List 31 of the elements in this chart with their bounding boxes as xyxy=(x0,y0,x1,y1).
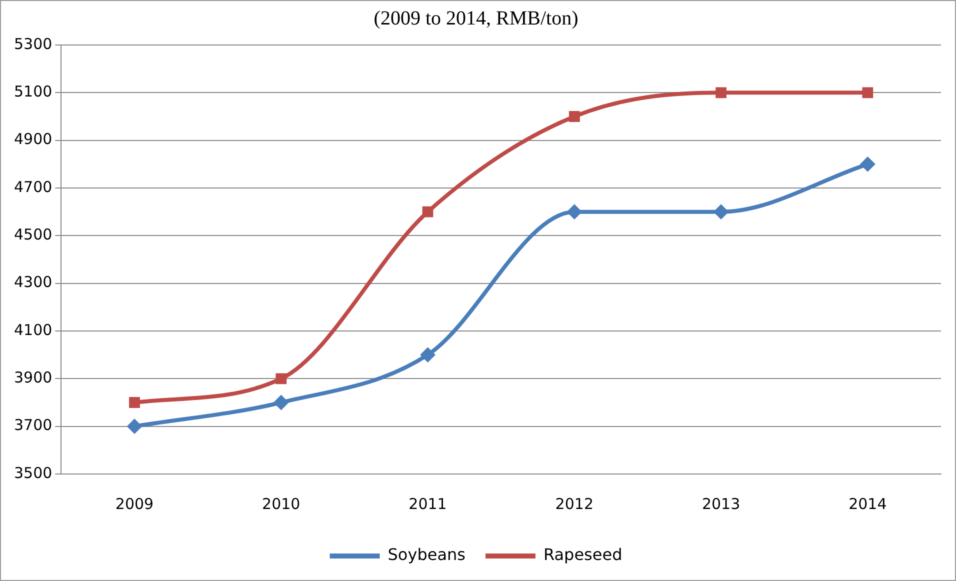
point xyxy=(716,87,726,98)
x-tick-label: 2010 xyxy=(262,494,300,513)
point xyxy=(422,206,434,218)
y-tick-label: 3700 xyxy=(14,416,52,434)
point xyxy=(126,418,142,434)
point xyxy=(420,347,436,362)
x-tick-label: 2014 xyxy=(848,494,887,513)
legend-label: Soybeans xyxy=(388,545,466,564)
point xyxy=(566,204,582,220)
point xyxy=(860,156,876,172)
y-tick-label: 3900 xyxy=(14,368,52,387)
point xyxy=(568,111,580,122)
point xyxy=(276,373,287,384)
point xyxy=(862,87,874,98)
y-tick-label: 5100 xyxy=(14,82,52,101)
y-tick-label: 4500 xyxy=(14,226,52,244)
x-tick-label: 2013 xyxy=(702,494,740,513)
legend-label: Rapeseed xyxy=(543,545,622,564)
y-tick-label: 3500 xyxy=(14,464,52,482)
y-tick-label: 4100 xyxy=(14,320,52,339)
point xyxy=(274,395,289,410)
x-tick-label: 2012 xyxy=(555,494,594,513)
y-tick-label: 4900 xyxy=(14,130,52,148)
chart-title: (2009 to 2014, RMB/ton) xyxy=(374,7,578,30)
point xyxy=(714,204,729,220)
x-tick-label: 2009 xyxy=(115,494,154,513)
x-tick-label: 2011 xyxy=(408,494,447,513)
y-tick-label: 4300 xyxy=(14,273,52,292)
point xyxy=(129,397,140,408)
y-tick-label: 4700 xyxy=(14,178,52,196)
y-tick-label: 5300 xyxy=(14,34,52,53)
